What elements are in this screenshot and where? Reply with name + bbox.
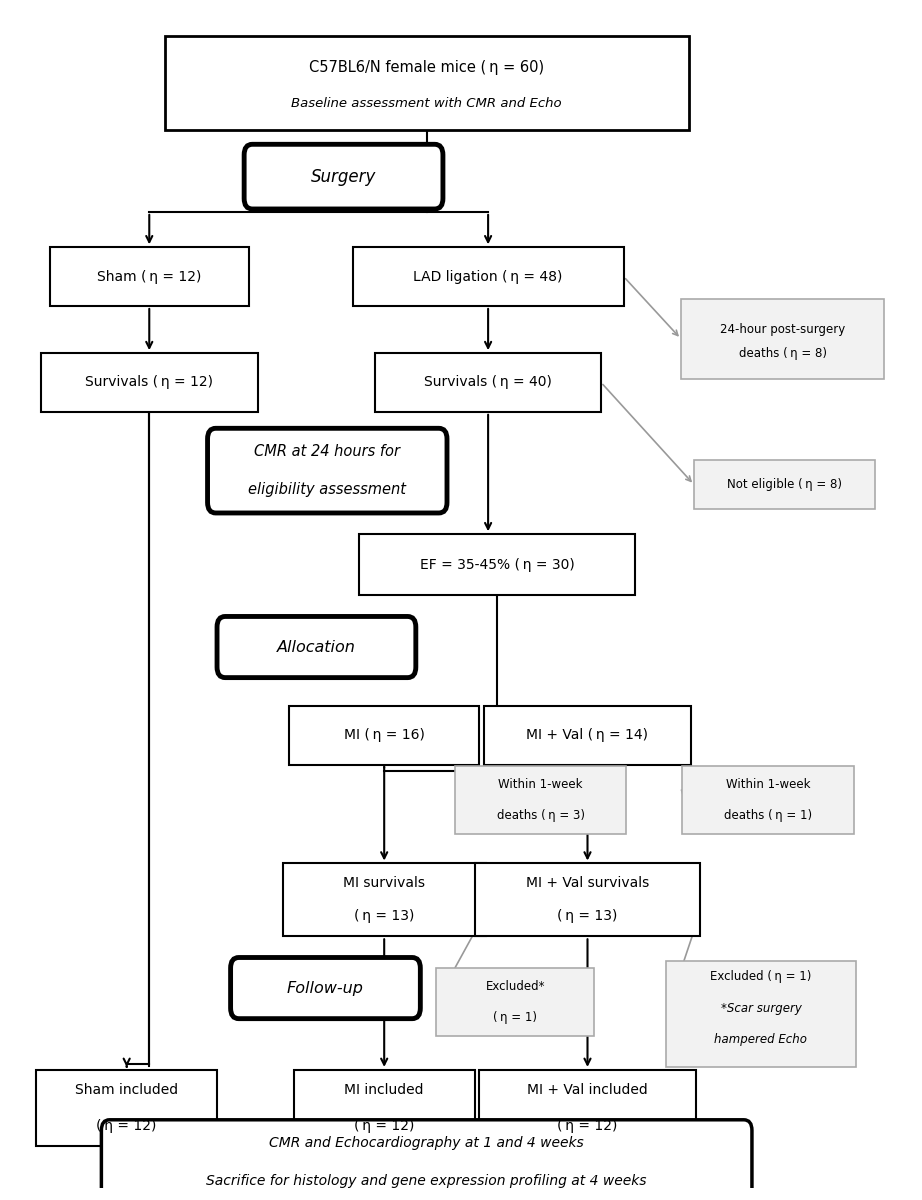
Bar <box>666 961 856 1067</box>
Text: Surgery: Surgery <box>311 168 376 186</box>
Bar <box>455 766 626 834</box>
Text: MI + Val included: MI + Val included <box>527 1084 648 1097</box>
Text: deaths ( η = 8): deaths ( η = 8) <box>739 347 827 360</box>
Text: Survivals ( η = 12): Survivals ( η = 12) <box>85 376 213 390</box>
Text: Sacrifice for histology and gene expression profiling at 4 weeks: Sacrifice for histology and gene express… <box>207 1174 647 1188</box>
Text: ( η = 13): ( η = 13) <box>354 910 414 923</box>
FancyBboxPatch shape <box>217 617 416 678</box>
Text: C57BL6/N female mice ( η = 60): C57BL6/N female mice ( η = 60) <box>309 60 544 74</box>
Text: Sham included: Sham included <box>75 1084 178 1097</box>
Text: MI + Val ( η = 14): MI + Val ( η = 14) <box>526 728 648 743</box>
Bar <box>483 706 692 764</box>
Text: Within 1-week: Within 1-week <box>498 778 583 791</box>
Bar <box>360 534 635 595</box>
Text: CMR and Echocardiography at 1 and 4 weeks: CMR and Echocardiography at 1 and 4 week… <box>269 1136 584 1151</box>
Bar <box>682 766 854 834</box>
Bar <box>290 706 479 764</box>
FancyBboxPatch shape <box>207 428 447 512</box>
Text: deaths ( η = 3): deaths ( η = 3) <box>497 809 585 822</box>
Bar <box>475 864 701 936</box>
Bar <box>479 1070 696 1146</box>
Text: MI + Val survivals: MI + Val survivals <box>526 876 649 890</box>
Text: deaths ( η = 1): deaths ( η = 1) <box>724 809 812 822</box>
FancyBboxPatch shape <box>101 1120 752 1200</box>
Text: CMR at 24 hours for: CMR at 24 hours for <box>254 444 400 460</box>
Bar <box>41 353 257 412</box>
Text: Survivals ( η = 40): Survivals ( η = 40) <box>424 376 552 390</box>
Text: 24-hour post-surgery: 24-hour post-surgery <box>720 323 845 336</box>
Bar <box>294 1070 475 1146</box>
Text: ( η = 12): ( η = 12) <box>354 1118 414 1133</box>
Text: Baseline assessment with CMR and Echo: Baseline assessment with CMR and Echo <box>291 97 562 110</box>
Text: ( η = 1): ( η = 1) <box>493 1010 538 1024</box>
Bar <box>375 353 601 412</box>
Text: MI survivals: MI survivals <box>343 876 425 890</box>
Text: Not eligible ( η = 8): Not eligible ( η = 8) <box>727 479 842 491</box>
Text: hampered Echo: hampered Echo <box>715 1033 808 1046</box>
Text: MI ( η = 16): MI ( η = 16) <box>344 728 425 743</box>
FancyBboxPatch shape <box>244 144 443 209</box>
Bar <box>36 1070 217 1146</box>
Bar <box>681 299 884 379</box>
Text: eligibility assessment: eligibility assessment <box>248 482 407 497</box>
Text: Sham ( η = 12): Sham ( η = 12) <box>97 270 202 283</box>
Text: *Scar surgery: *Scar surgery <box>721 1002 801 1014</box>
Bar <box>352 247 623 306</box>
Text: LAD ligation ( η = 48): LAD ligation ( η = 48) <box>413 270 562 283</box>
Text: Excluded*: Excluded* <box>486 980 545 994</box>
Text: Within 1-week: Within 1-week <box>726 778 810 791</box>
Text: ( η = 12): ( η = 12) <box>97 1118 157 1133</box>
Text: MI included: MI included <box>345 1084 424 1097</box>
Text: Follow-up: Follow-up <box>287 980 364 996</box>
Bar <box>436 968 595 1037</box>
Bar <box>282 864 486 936</box>
FancyBboxPatch shape <box>230 958 420 1019</box>
Bar <box>165 36 689 130</box>
Text: ( η = 13): ( η = 13) <box>557 910 618 923</box>
Bar <box>694 460 875 510</box>
Text: ( η = 12): ( η = 12) <box>557 1118 618 1133</box>
Text: Allocation: Allocation <box>277 640 356 654</box>
Bar <box>50 247 249 306</box>
Text: EF = 35-45% ( η = 30): EF = 35-45% ( η = 30) <box>420 558 574 571</box>
Text: Excluded ( η = 1): Excluded ( η = 1) <box>710 970 811 983</box>
